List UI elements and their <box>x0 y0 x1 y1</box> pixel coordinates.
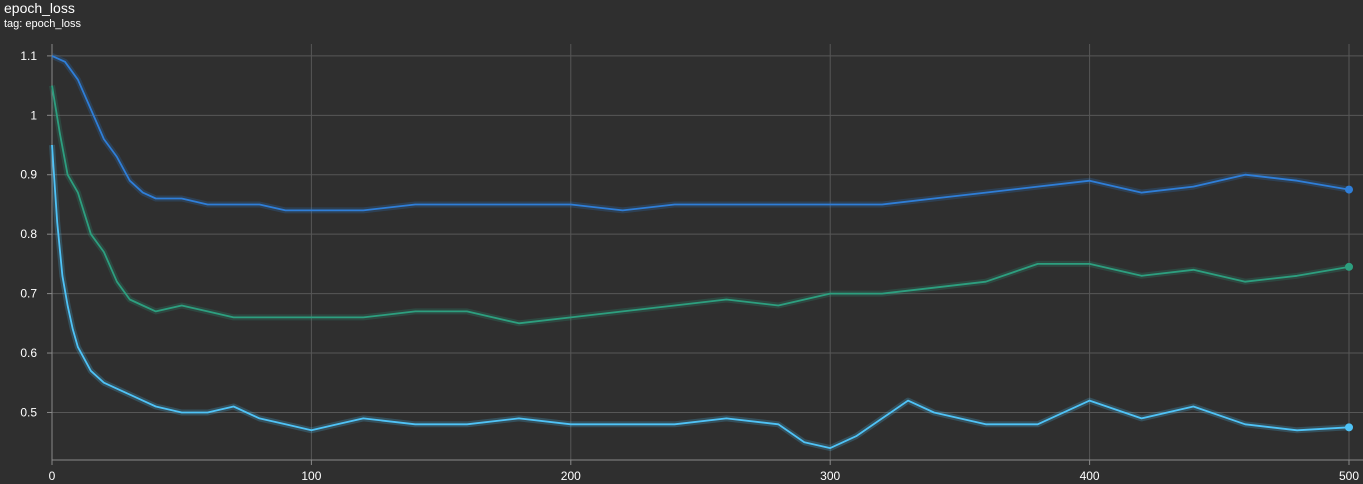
series-end-point <box>1345 185 1353 194</box>
x-tick-label: 200 <box>561 469 581 483</box>
y-tick-label: 0.7 <box>20 287 37 301</box>
y-tick-label: 1.1 <box>20 49 37 63</box>
series-end-point <box>1345 262 1353 271</box>
chart-subtitle: tag: epoch_loss <box>4 18 82 30</box>
chart-title: epoch_loss <box>4 0 75 16</box>
series-line <box>51 144 1350 449</box>
x-tick-label: 300 <box>820 469 840 483</box>
x-tick-label: 400 <box>1080 469 1100 483</box>
y-tick-label: 0.6 <box>20 346 37 360</box>
y-tick-label: 0.9 <box>20 168 37 182</box>
chart-header: epoch_loss tag: epoch_loss <box>4 0 81 31</box>
x-tick-label: 0 <box>49 469 56 483</box>
y-tick-label: 0.8 <box>20 227 37 241</box>
series-raw-band <box>50 53 1350 214</box>
y-tick-label: 0.5 <box>20 405 37 419</box>
x-tick-label: 100 <box>301 469 321 483</box>
y-tick-label: 1 <box>30 108 37 122</box>
series-end-point <box>1345 423 1353 432</box>
series-line <box>51 55 1350 212</box>
x-tick-label: 500 <box>1339 469 1359 483</box>
series-line <box>51 85 1350 325</box>
